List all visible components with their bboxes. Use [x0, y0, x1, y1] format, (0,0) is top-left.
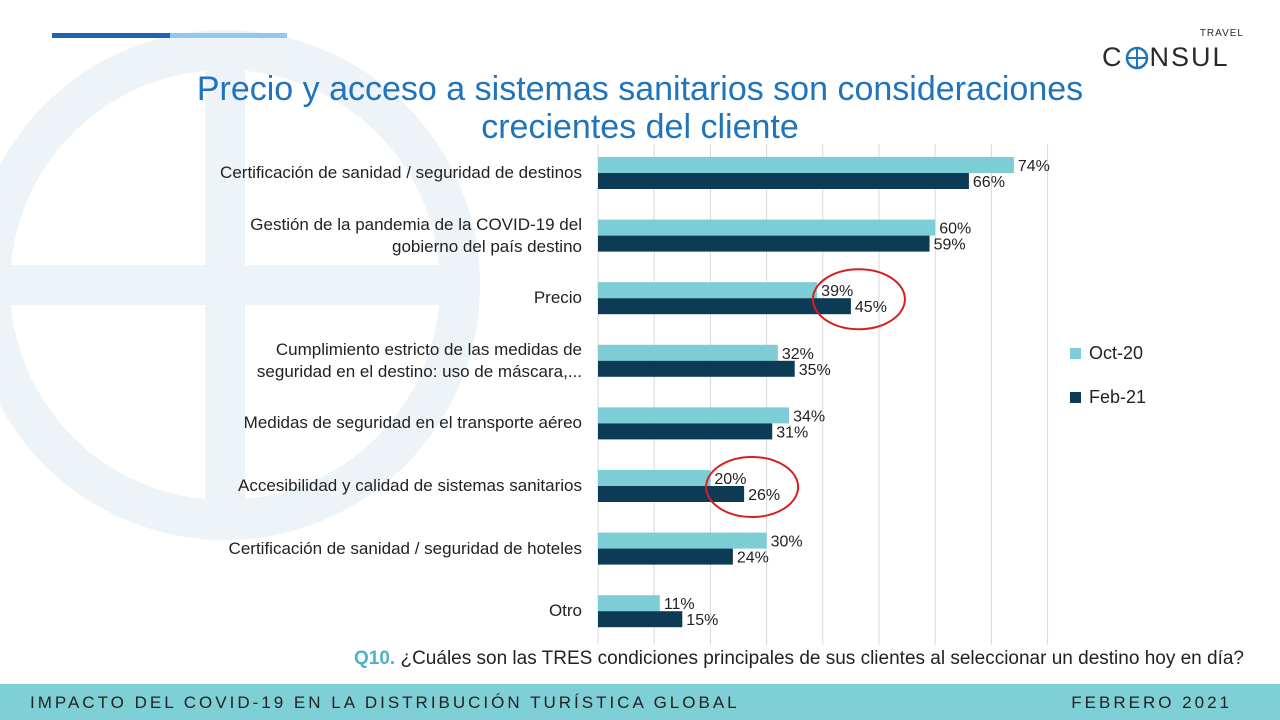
logo-travel-text: TRAVEL: [1199, 28, 1244, 39]
legend-item-oct20: Oct-20: [1070, 342, 1146, 364]
legend-swatch-feb21: [1070, 391, 1081, 403]
legend-label-feb21: Feb-21: [1089, 386, 1147, 407]
data-label: 24%: [737, 550, 769, 567]
logo-c: C: [1102, 42, 1124, 72]
data-label: 26%: [748, 487, 780, 504]
bar-feb21: [598, 235, 930, 252]
category-label: Certificación de sanidad / seguridad de …: [22, 538, 582, 560]
data-label: 59%: [934, 237, 966, 254]
category-label: Certificación de sanidad / seguridad de …: [22, 162, 582, 184]
bar-oct20: [598, 344, 778, 361]
data-label: 15%: [686, 612, 718, 629]
category-label: Accesibilidad y calidad de sistemas sani…: [22, 475, 582, 497]
slide-title: Precio y acceso a sistemas sanitarios so…: [60, 70, 1220, 146]
bar-feb21: [598, 298, 851, 315]
data-label: 20%: [714, 471, 746, 488]
bar-oct20: [598, 407, 790, 424]
data-label: 34%: [793, 408, 825, 425]
category-label: Precio: [22, 287, 582, 309]
legend-item-feb21: Feb-21: [1070, 386, 1146, 408]
category-label-line: Accesibilidad y calidad de sistemas sani…: [238, 476, 582, 495]
legend-label-oct20: Oct-20: [1089, 342, 1144, 363]
category-label-line: Gestión de la pandemia de la COVID-19 de…: [250, 214, 582, 234]
footer-bar: IMPACTO DEL COVID-19 EN LA DISTRIBUCIÓN …: [0, 684, 1280, 720]
data-label: 35%: [799, 362, 831, 379]
title-line-1: Precio y acceso a sistemas sanitarios so…: [196, 70, 1084, 108]
question-text: ¿Cuáles son las TRES condiciones princip…: [395, 648, 1244, 669]
logo-nsul: NSUL: [1149, 42, 1230, 72]
bar-oct20: [598, 219, 936, 236]
data-label: 39%: [821, 283, 853, 300]
globe-icon: [1125, 46, 1148, 69]
data-label: 32%: [782, 346, 814, 363]
data-label: 11%: [664, 596, 695, 613]
bar-oct20: [598, 532, 767, 549]
footer-date: FEBRERO 2021: [1071, 693, 1232, 712]
bar-oct20: [598, 595, 660, 612]
bar-feb21: [598, 173, 969, 189]
bar-oct20: [598, 282, 818, 299]
data-label: 66%: [973, 174, 1005, 191]
survey-question: Q10. ¿Cuáles son las TRES condiciones pr…: [0, 648, 1244, 670]
category-label: Medidas de seguridad en el transporte aé…: [22, 412, 582, 434]
data-label: 74%: [1018, 158, 1050, 175]
category-label-line: Medidas de seguridad en el transporte aé…: [243, 413, 582, 433]
chart-legend: Oct-20 Feb-21: [1070, 342, 1146, 430]
category-label: Gestión de la pandemia de la COVID-19 de…: [22, 214, 582, 258]
bar-feb21: [598, 611, 683, 628]
category-label-line: Cumplimiento estricto de las medidas de: [275, 339, 582, 359]
bar-feb21: [598, 423, 773, 440]
category-label-line: gobierno del país destino: [392, 236, 582, 256]
category-label: Otro: [22, 600, 582, 622]
top-accent-bar-dark: [52, 33, 170, 38]
bar-feb21: [598, 486, 745, 502]
top-accent-bar-light: [170, 33, 287, 38]
bar-oct20: [598, 157, 1014, 173]
travelconsul-logo: TRAVEL C NSUL: [1102, 28, 1252, 74]
question-number: Q10.: [354, 648, 396, 669]
category-label-line: Precio: [533, 288, 582, 308]
category-label-line: Otro: [548, 601, 582, 621]
bar-feb21: [598, 548, 733, 565]
highlight-circle: [705, 456, 800, 518]
data-label: 60%: [939, 221, 971, 238]
bar-feb21: [598, 360, 795, 377]
data-label: 45%: [855, 299, 887, 316]
data-label: 31%: [776, 424, 808, 441]
title-line-2: crecientes del cliente: [481, 108, 799, 146]
bar-oct20: [598, 470, 711, 486]
category-label-line: Certificación de sanidad / seguridad de …: [228, 538, 582, 558]
data-label: 30%: [771, 534, 803, 551]
category-label-line: Certificación de sanidad / seguridad de …: [220, 163, 582, 182]
legend-swatch-oct20: [1070, 347, 1081, 359]
footer-title: IMPACTO DEL COVID-19 EN LA DISTRIBUCIÓN …: [30, 693, 740, 712]
category-label: Cumplimiento estricto de las medidas de s…: [22, 339, 582, 383]
category-label-line: seguridad en el destino: uso de máscara,…: [256, 361, 582, 381]
highlight-circle: [811, 268, 906, 331]
